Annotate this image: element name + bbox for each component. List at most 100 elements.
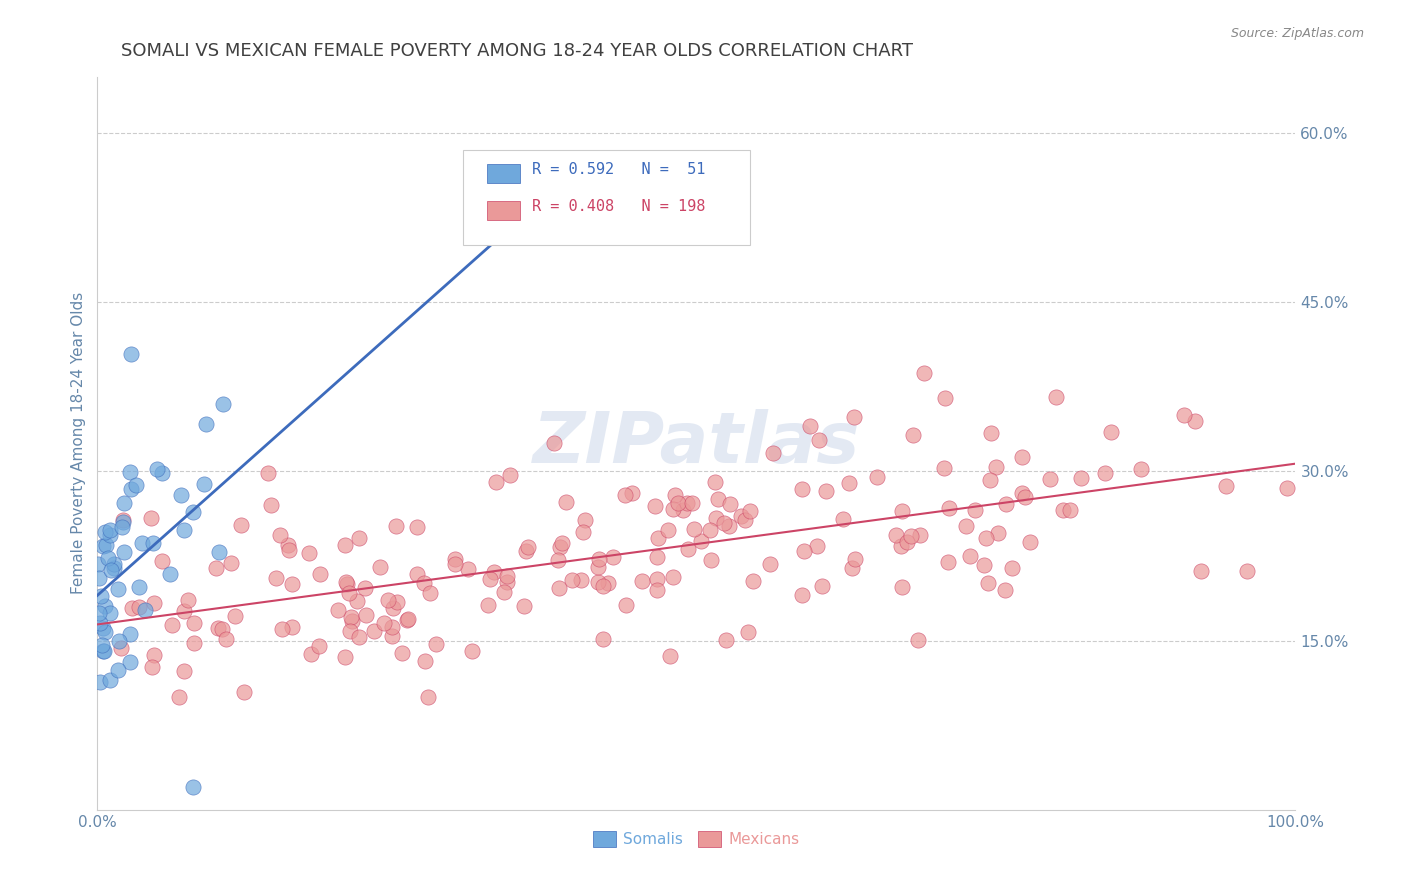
Mexicans: [1052, 503, 1074, 517]
Mexicans: [994, 497, 1017, 511]
Mexicans: [571, 524, 593, 539]
Mexicans: [592, 579, 614, 593]
Mexicans: [515, 544, 537, 558]
Somalis: [125, 478, 148, 492]
Mexicans: [936, 556, 959, 570]
Mexicans: [1059, 503, 1081, 517]
Mexicans: [1014, 490, 1036, 504]
Mexicans: [211, 622, 233, 636]
Mexicans: [477, 598, 499, 612]
Somalis: [120, 655, 142, 669]
Text: ZIPatlas: ZIPatlas: [533, 409, 860, 478]
Mexicans: [381, 620, 404, 634]
Mexicans: [730, 508, 752, 523]
Somalis: [111, 520, 134, 534]
Mexicans: [759, 558, 782, 572]
Mexicans: [811, 579, 834, 593]
Mexicans: [799, 418, 821, 433]
Mexicans: [256, 467, 278, 481]
Somalis: [142, 536, 165, 550]
Mexicans: [176, 593, 198, 607]
Mexicans: [910, 527, 932, 541]
Mexicans: [718, 519, 741, 533]
Somalis: [207, 545, 229, 559]
Somalis: [90, 589, 112, 603]
Mexicans: [444, 552, 467, 566]
Mexicans: [588, 551, 610, 566]
Somalis: [87, 606, 110, 620]
Mexicans: [551, 535, 574, 549]
Mexicans: [761, 446, 783, 460]
Somalis: [93, 643, 115, 657]
Mexicans: [586, 575, 609, 590]
Mexicans: [815, 483, 838, 498]
Mexicans: [790, 483, 813, 497]
Mexicans: [396, 611, 419, 625]
Mexicans: [373, 615, 395, 630]
Mexicans: [416, 690, 439, 704]
Mexicans: [377, 593, 399, 607]
Mexicans: [385, 595, 408, 609]
Somalis: [212, 397, 235, 411]
Mexicans: [143, 648, 166, 663]
Somalis: [100, 524, 122, 538]
Mexicans: [548, 540, 571, 554]
Somalis: [91, 644, 114, 658]
Mexicans: [987, 526, 1010, 541]
Mexicans: [141, 660, 163, 674]
Mexicans: [644, 499, 666, 513]
Mexicans: [598, 576, 620, 591]
Mexicans: [866, 469, 889, 483]
Somalis: [181, 780, 204, 795]
Mexicans: [339, 624, 361, 638]
Mexicans: [662, 501, 685, 516]
Mexicans: [734, 513, 756, 527]
Somalis: [194, 417, 217, 432]
Mexicans: [391, 646, 413, 660]
Mexicans: [482, 565, 505, 579]
Mexicans: [406, 520, 429, 534]
Mexicans: [495, 568, 517, 582]
Mexicans: [621, 485, 644, 500]
Mexicans: [614, 598, 637, 612]
Mexicans: [664, 488, 686, 502]
Mexicans: [718, 497, 741, 511]
Mexicans: [955, 519, 977, 533]
Somalis: [120, 347, 142, 361]
Mexicans: [1236, 564, 1258, 578]
Mexicans: [979, 473, 1001, 487]
Mexicans: [229, 518, 252, 533]
Somalis: [93, 621, 115, 635]
Mexicans: [672, 502, 695, 516]
Mexicans: [959, 549, 981, 564]
Mexicans: [336, 577, 359, 591]
Mexicans: [965, 503, 987, 517]
Mexicans: [706, 510, 728, 524]
Legend: Somalis, Mexicans: Somalis, Mexicans: [586, 825, 806, 854]
Mexicans: [425, 637, 447, 651]
Somalis: [108, 633, 131, 648]
Mexicans: [974, 532, 997, 546]
Mexicans: [381, 600, 404, 615]
Mexicans: [1173, 408, 1195, 422]
Mexicans: [346, 594, 368, 608]
Mexicans: [561, 573, 583, 587]
Mexicans: [385, 519, 408, 533]
Mexicans: [1001, 561, 1024, 575]
Mexicans: [512, 599, 534, 614]
Mexicans: [494, 585, 516, 599]
Text: Source: ZipAtlas.com: Source: ZipAtlas.com: [1230, 27, 1364, 40]
Mexicans: [1099, 425, 1122, 439]
Mexicans: [666, 496, 689, 510]
Mexicans: [984, 459, 1007, 474]
Somalis: [98, 528, 121, 542]
Mexicans: [308, 640, 330, 654]
Somalis: [93, 624, 115, 639]
Mexicans: [298, 546, 321, 560]
Mexicans: [714, 632, 737, 647]
Mexicans: [907, 633, 929, 648]
Somalis: [118, 465, 141, 479]
Somalis: [112, 496, 135, 510]
Mexicans: [499, 467, 522, 482]
Somalis: [103, 558, 125, 572]
